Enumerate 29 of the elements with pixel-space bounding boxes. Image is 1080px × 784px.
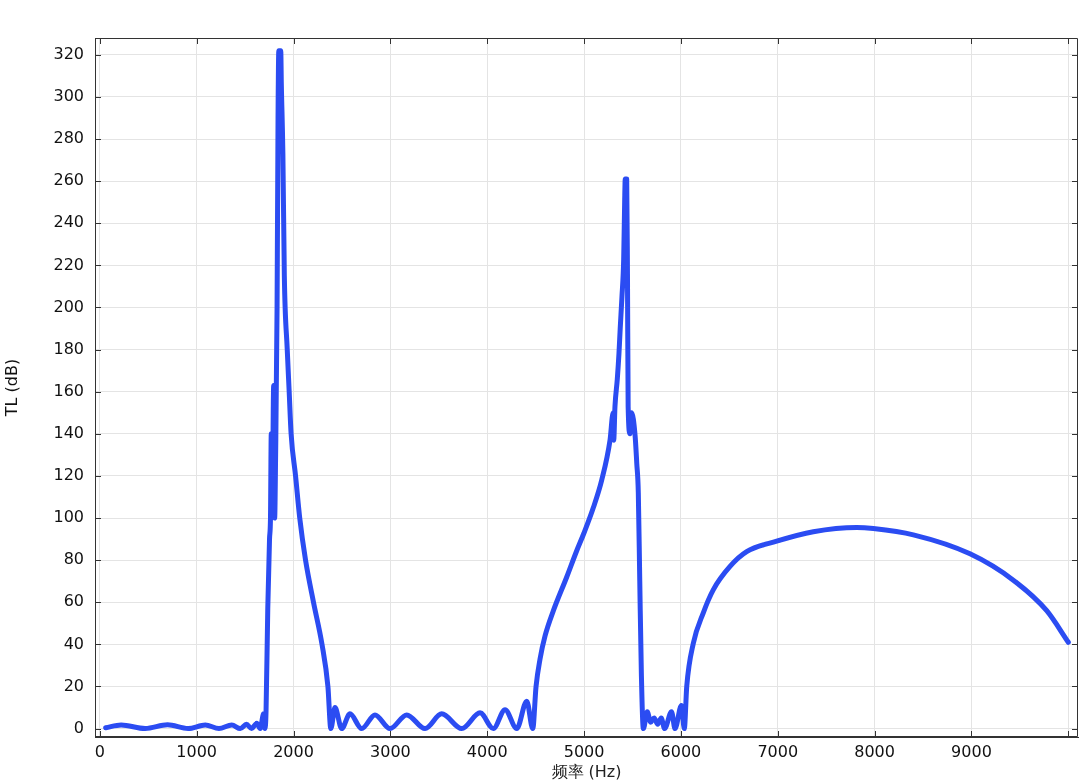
x-tick-label: 3000 bbox=[370, 741, 411, 761]
y-tick-label: 300 bbox=[53, 86, 84, 106]
x-tick-label: 5000 bbox=[563, 741, 605, 761]
y-tick-label: 100 bbox=[53, 507, 84, 527]
x-tick-label: 9000 bbox=[951, 741, 992, 761]
y-tick-label: 20 bbox=[63, 675, 84, 695]
y-tick-label: 240 bbox=[53, 212, 84, 232]
y-tick-label: 220 bbox=[53, 254, 84, 274]
x-tick-label: 8000 bbox=[854, 741, 895, 761]
y-tick-label: 280 bbox=[53, 128, 84, 148]
y-tick-label: 0 bbox=[73, 717, 84, 737]
x-axis-title: 频率 (Hz) bbox=[551, 761, 622, 781]
y-tick-label: 80 bbox=[63, 549, 84, 569]
y-tick-label: 140 bbox=[53, 422, 84, 442]
y-tick-label: 120 bbox=[53, 465, 84, 485]
y-tick-label: 160 bbox=[53, 380, 84, 400]
y-tick-label: 260 bbox=[53, 170, 84, 190]
x-tick-label: 2000 bbox=[273, 741, 314, 761]
x-tick-label: 0 bbox=[94, 741, 105, 761]
y-axis-title: TL (dB) bbox=[1, 358, 21, 418]
y-tick-label: 200 bbox=[53, 296, 84, 316]
x-tick-label: 1000 bbox=[176, 741, 218, 761]
y-tick-label: 60 bbox=[63, 591, 84, 611]
y-tick-label: 320 bbox=[53, 44, 84, 63]
x-tick-label: 7000 bbox=[757, 741, 799, 761]
x-tick-label: 6000 bbox=[660, 741, 702, 761]
x-tick-label: 4000 bbox=[466, 741, 508, 761]
y-tick-label: 40 bbox=[63, 633, 84, 653]
y-tick-label: 180 bbox=[53, 338, 84, 358]
